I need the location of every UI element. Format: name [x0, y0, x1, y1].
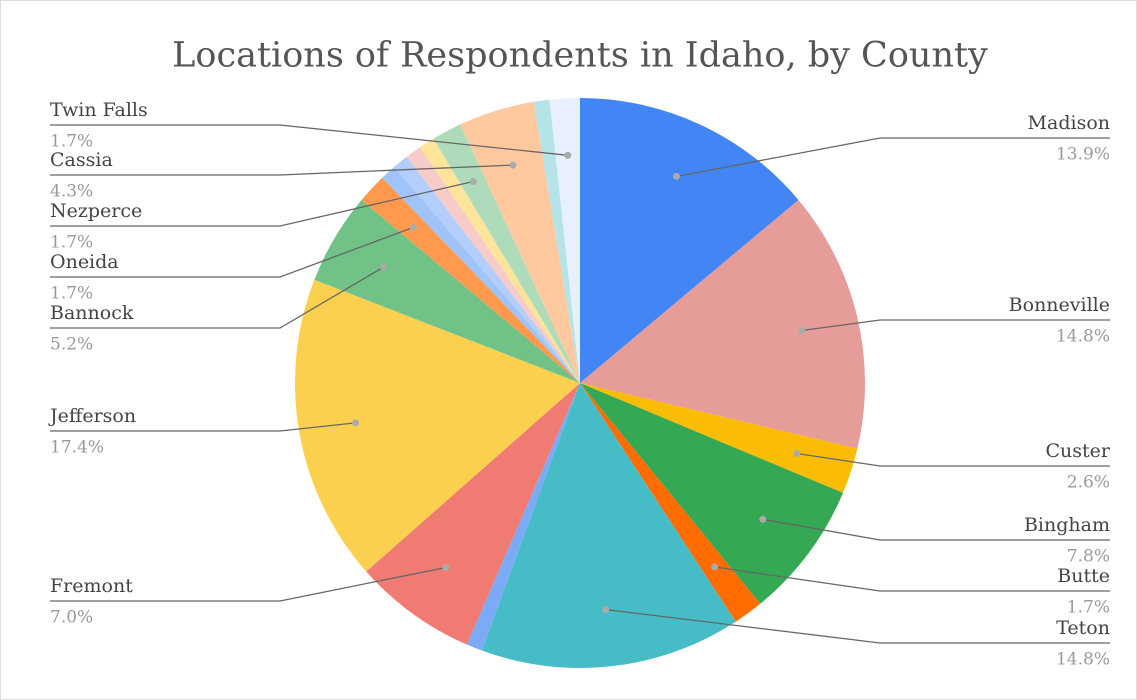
pie-slice: [466, 383, 580, 651]
slice-value-label: 1.7%: [50, 132, 93, 152]
leader-line: [50, 226, 414, 278]
slice-value-label: 7.8%: [1067, 547, 1110, 567]
slice-label: Bingham: [1024, 514, 1110, 536]
leader-dot: [793, 449, 801, 457]
slice-value-label: 1.7%: [50, 233, 93, 253]
leader-dot: [380, 263, 388, 271]
leader-dot: [602, 606, 610, 614]
leader-dot: [352, 419, 360, 427]
leader-dot: [509, 161, 517, 169]
pie-slice: [295, 279, 580, 572]
leader-line: [50, 180, 474, 227]
slice-value-label: 1.7%: [50, 284, 93, 304]
pie-slice: [481, 383, 736, 668]
chart-title: Locations of Respondents in Idaho, by Co…: [172, 36, 988, 76]
leader-dot: [672, 172, 680, 180]
pie-slice: [366, 383, 580, 645]
pie-slice: [549, 98, 580, 383]
leader-line: [714, 566, 1110, 592]
slice-label: Oneida: [50, 251, 119, 273]
leader-line: [50, 164, 513, 176]
slice-value-label: 14.8%: [1056, 327, 1110, 347]
leader-line: [796, 452, 1110, 467]
leader-line: [50, 422, 356, 432]
leader-line: [50, 266, 385, 329]
pie-slice: [314, 199, 580, 383]
slice-label: Jefferson: [48, 405, 136, 427]
pie-slice: [533, 99, 580, 384]
slice-value-label: 14.8%: [1056, 650, 1110, 670]
leader-line: [762, 518, 1110, 541]
slice-value-label: 5.2%: [50, 335, 93, 355]
slice-value-label: 17.4%: [50, 438, 104, 458]
leader-line: [676, 137, 1110, 178]
slice-label: Bannock: [50, 302, 134, 324]
leader-line: [50, 124, 568, 156]
leader-dot: [469, 178, 477, 186]
slice-label: Butte: [1057, 565, 1110, 587]
pie-slice: [406, 147, 580, 383]
pie-slice: [419, 138, 580, 383]
slice-value-label: 2.6%: [1067, 473, 1110, 493]
pie-slice: [460, 101, 580, 384]
slice-label: Fremont: [50, 575, 133, 597]
leader-dot: [409, 223, 417, 231]
pie-slice: [580, 199, 865, 449]
leader-line: [801, 319, 1110, 332]
leader-dot: [798, 326, 806, 334]
leader-dot: [442, 563, 450, 571]
leader-dot: [564, 151, 572, 159]
leader-line: [605, 608, 1110, 644]
leader-dot: [759, 515, 767, 523]
slice-label: Nezperce: [50, 200, 142, 222]
slice-label: Teton: [1056, 617, 1110, 639]
slice-label: Twin Falls: [50, 99, 148, 121]
pie-slice: [382, 166, 580, 383]
leader-dot: [711, 563, 719, 571]
slice-label: Cassia: [50, 149, 113, 171]
slice-value-label: 1.7%: [1067, 598, 1110, 618]
slice-label: Custer: [1046, 440, 1111, 462]
slice-value-label: 4.3%: [50, 182, 93, 202]
pie-slice: [580, 383, 843, 604]
leader-line: [50, 566, 447, 602]
slice-value-label: 13.9%: [1056, 145, 1110, 165]
pie-slice: [580, 383, 761, 622]
pie-slice: [580, 98, 799, 383]
slice-label: Madison: [1028, 112, 1110, 134]
pie-slice: [580, 383, 858, 493]
slice-value-label: 7.0%: [50, 608, 93, 628]
pie-slice: [433, 124, 580, 383]
pie-slice: [394, 156, 580, 383]
slice-label: Bonneville: [1009, 294, 1110, 316]
